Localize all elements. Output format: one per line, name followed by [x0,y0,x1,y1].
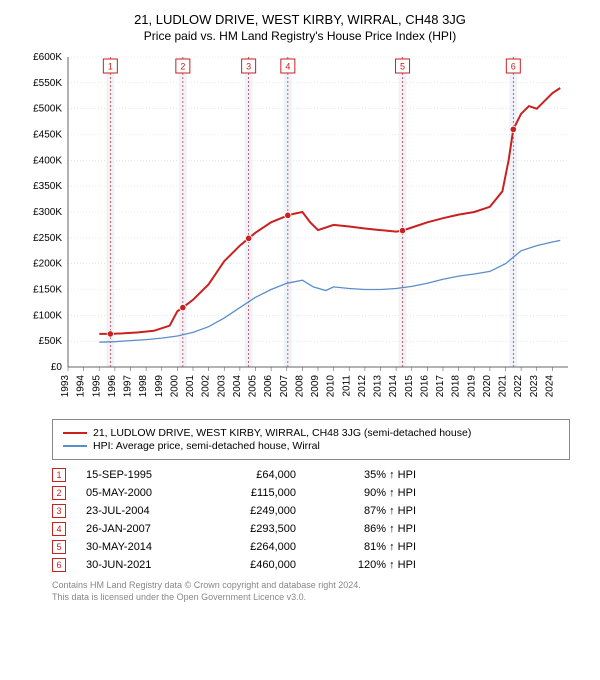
chart-plot-area: £0 £50K £100K £150K £200K £250K £300K £350K £400… [20,51,580,411]
svg-text:2000: 2000 [169,375,180,398]
svg-text:6: 6 [511,62,516,72]
sale-pct-hpi: 35% ↑ HPI [316,469,416,481]
sale-marker-icon: 6 [52,558,66,572]
sale-marker-icon: 1 [52,468,66,482]
sale-date: 30-MAY-2014 [86,541,196,553]
legend-swatch [63,445,87,446]
legend-label: HPI: Average price, semi-detached house,… [93,440,320,452]
sale-marker-icon: 5 [52,540,66,554]
footer-line: Contains HM Land Registry data © Crown c… [52,580,570,592]
svg-text:2017: 2017 [435,375,446,398]
sale-date: 05-MAY-2000 [86,487,196,499]
sale-price: £249,000 [216,505,296,517]
svg-text:2013: 2013 [373,375,384,398]
svg-text:£550K: £550K [33,78,62,89]
table-row: 6 30-JUN-2021 £460,000 120% ↑ HPI [52,556,570,574]
table-row: 4 26-JAN-2007 £293,500 86% ↑ HPI [52,520,570,538]
svg-text:£600K: £600K [33,52,62,63]
chart-svg: £0 £50K £100K £150K £200K £250K £300K £350K £400… [20,51,580,411]
table-row: 2 05-MAY-2000 £115,000 90% ↑ HPI [52,484,570,502]
sale-price: £264,000 [216,541,296,553]
chart-container: 21, LUDLOW DRIVE, WEST KIRBY, WIRRAL, CH… [0,0,600,611]
sale-date: 23-JUL-2004 [86,505,196,517]
sale-date: 26-JAN-2007 [86,523,196,535]
sale-marker-icon: 3 [52,504,66,518]
sale-marker-icon: 2 [52,486,66,500]
sale-price: £460,000 [216,559,296,571]
svg-text:3: 3 [246,62,251,72]
svg-text:2020: 2020 [482,375,493,398]
svg-text:1996: 1996 [107,375,118,398]
svg-text:2008: 2008 [294,375,305,398]
svg-text:£250K: £250K [33,233,62,244]
svg-text:1995: 1995 [91,375,102,398]
legend-item: HPI: Average price, semi-detached house,… [63,440,559,452]
legend-swatch [63,432,87,434]
legend-label: 21, LUDLOW DRIVE, WEST KIRBY, WIRRAL, CH… [93,427,471,439]
svg-text:2014: 2014 [388,375,399,398]
sale-pct-hpi: 81% ↑ HPI [316,541,416,553]
svg-text:2005: 2005 [248,375,259,398]
svg-text:2016: 2016 [419,375,430,398]
svg-text:2002: 2002 [201,375,212,398]
chart-subtitle: Price paid vs. HM Land Registry's House … [10,29,590,43]
svg-text:5: 5 [400,62,405,72]
svg-text:1: 1 [108,62,113,72]
legend-item: 21, LUDLOW DRIVE, WEST KIRBY, WIRRAL, CH… [63,427,559,439]
svg-text:1993: 1993 [60,375,71,398]
svg-text:2015: 2015 [404,375,415,398]
svg-text:1997: 1997 [123,375,134,398]
table-row: 5 30-MAY-2014 £264,000 81% ↑ HPI [52,538,570,556]
svg-text:£100K: £100K [33,310,62,321]
table-row: 1 15-SEP-1995 £64,000 35% ↑ HPI [52,466,570,484]
svg-text:£150K: £150K [33,285,62,296]
svg-text:4: 4 [285,62,290,72]
sale-pct-hpi: 90% ↑ HPI [316,487,416,499]
sale-price: £64,000 [216,469,296,481]
sale-pct-hpi: 120% ↑ HPI [316,559,416,571]
svg-text:£450K: £450K [33,130,62,141]
svg-text:1998: 1998 [138,375,149,398]
svg-text:£400K: £400K [33,155,62,166]
svg-text:2001: 2001 [185,375,196,398]
chart-title: 21, LUDLOW DRIVE, WEST KIRBY, WIRRAL, CH… [10,12,590,27]
svg-text:2004: 2004 [232,375,243,398]
svg-text:2009: 2009 [310,375,321,398]
sale-date: 15-SEP-1995 [86,469,196,481]
sale-date: 30-JUN-2021 [86,559,196,571]
footer-attribution: Contains HM Land Registry data © Crown c… [52,580,570,603]
svg-text:£500K: £500K [33,104,62,115]
footer-line: This data is licensed under the Open Gov… [52,592,570,604]
sale-pct-hpi: 87% ↑ HPI [316,505,416,517]
svg-text:£50K: £50K [39,336,63,347]
sales-table: 1 15-SEP-1995 £64,000 35% ↑ HPI 2 05-MAY-2000… [52,466,570,574]
svg-text:2006: 2006 [263,375,274,398]
svg-text:£200K: £200K [33,259,62,270]
svg-text:2003: 2003 [216,375,227,398]
svg-text:£300K: £300K [33,207,62,218]
svg-text:2019: 2019 [466,375,477,398]
sale-price: £293,500 [216,523,296,535]
svg-text:2010: 2010 [326,375,337,398]
svg-text:2: 2 [180,62,185,72]
svg-text:2012: 2012 [357,375,368,398]
svg-text:2018: 2018 [451,375,462,398]
svg-text:£0: £0 [51,362,63,373]
legend: 21, LUDLOW DRIVE, WEST KIRBY, WIRRAL, CH… [52,419,570,460]
svg-text:£350K: £350K [33,181,62,192]
svg-text:2021: 2021 [498,375,509,398]
svg-text:2022: 2022 [513,375,524,398]
svg-text:1999: 1999 [154,375,165,398]
svg-text:2007: 2007 [279,375,290,398]
svg-text:2023: 2023 [529,375,540,398]
sale-price: £115,000 [216,487,296,499]
svg-text:2024: 2024 [544,375,555,398]
sale-pct-hpi: 86% ↑ HPI [316,523,416,535]
svg-text:2011: 2011 [341,375,352,397]
svg-text:1994: 1994 [76,375,87,398]
sale-marker-icon: 4 [52,522,66,536]
table-row: 3 23-JUL-2004 £249,000 87% ↑ HPI [52,502,570,520]
